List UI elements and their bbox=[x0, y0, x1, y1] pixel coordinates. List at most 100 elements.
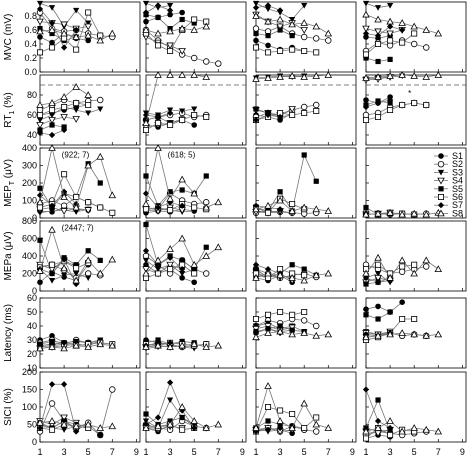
data-point-S8 bbox=[386, 330, 394, 338]
data-point-S3 bbox=[166, 397, 174, 404]
data-point-S8 bbox=[60, 420, 68, 428]
data-point-S7 bbox=[60, 44, 68, 51]
data-point-S8 bbox=[190, 340, 198, 348]
panel-r2-c0 bbox=[36, 144, 141, 219]
x-tick-label: 7 bbox=[216, 447, 221, 457]
panel-r3-c0 bbox=[36, 220, 141, 292]
data-point-S8 bbox=[214, 243, 223, 251]
data-point-S8 bbox=[374, 424, 382, 431]
data-point-S6 bbox=[289, 410, 296, 417]
data-point-S8 bbox=[422, 256, 431, 264]
data-point-S6 bbox=[289, 311, 296, 318]
data-point-S8 bbox=[312, 72, 321, 79]
data-point-S7 bbox=[374, 99, 382, 107]
x-tick-label: 9 bbox=[240, 447, 245, 457]
data-point-S5 bbox=[191, 20, 197, 26]
data-point-S1 bbox=[363, 97, 369, 103]
data-point-S8 bbox=[48, 343, 56, 350]
data-point-S7 bbox=[179, 202, 186, 209]
y-tick-label: 60 bbox=[27, 110, 37, 120]
y-tick-label: 150 bbox=[22, 385, 37, 395]
data-point-S7 bbox=[73, 428, 80, 435]
data-point-S6 bbox=[265, 403, 272, 410]
data-point-S5 bbox=[301, 152, 307, 158]
y-tick-label: 400 bbox=[22, 143, 37, 153]
panel-r1-c0 bbox=[36, 74, 141, 146]
data-point-S5 bbox=[387, 309, 393, 315]
data-point-S8 bbox=[48, 99, 56, 106]
data-point-S8 bbox=[252, 12, 260, 19]
data-point-S7 bbox=[166, 339, 174, 346]
data-point-S5 bbox=[289, 262, 295, 268]
data-point-S6 bbox=[399, 39, 406, 46]
data-point-S2 bbox=[215, 60, 222, 67]
data-point-S8 bbox=[36, 101, 44, 108]
data-point-S8 bbox=[178, 175, 186, 183]
data-point-S8 bbox=[108, 191, 117, 199]
data-point-S8 bbox=[362, 210, 370, 218]
panel-r2-c2 bbox=[252, 147, 357, 219]
panel-frame bbox=[145, 1, 247, 73]
data-point-S6 bbox=[277, 308, 284, 315]
data-point-S8 bbox=[72, 422, 80, 430]
data-point-S1 bbox=[85, 37, 91, 44]
legend-marker-S3 bbox=[437, 169, 445, 176]
series-line-S1 bbox=[365, 301, 403, 313]
data-point-S8 bbox=[178, 234, 186, 242]
series-line-S5 bbox=[255, 29, 293, 37]
data-point-S7 bbox=[191, 424, 198, 432]
data-point-S3 bbox=[85, 110, 92, 117]
data-point-S7 bbox=[386, 96, 394, 104]
x-tick-label: 7 bbox=[326, 447, 331, 457]
data-point-S8 bbox=[324, 424, 333, 431]
data-point-S8 bbox=[300, 203, 308, 211]
data-point-S5 bbox=[155, 14, 161, 20]
y-tick-label: 200 bbox=[22, 367, 37, 377]
data-point-S5 bbox=[375, 397, 381, 403]
data-point-S1 bbox=[375, 303, 381, 310]
data-point-S6 bbox=[179, 117, 186, 124]
data-point-S6 bbox=[49, 107, 56, 114]
data-point-S3 bbox=[252, 0, 260, 7]
data-point-S6 bbox=[411, 30, 418, 37]
data-point-S7 bbox=[264, 325, 272, 332]
data-point-S5 bbox=[97, 432, 103, 438]
data-point-S5 bbox=[203, 173, 209, 179]
data-point-S7 bbox=[48, 270, 56, 277]
data-point-S6 bbox=[313, 108, 320, 115]
data-point-S3 bbox=[48, 278, 56, 284]
data-point-S8 bbox=[422, 210, 431, 218]
data-point-S6 bbox=[155, 42, 162, 49]
data-point-S3 bbox=[386, 3, 394, 9]
data-point-S7 bbox=[73, 26, 80, 34]
series-line-S7 bbox=[39, 8, 77, 49]
data-point-S8 bbox=[60, 29, 68, 37]
data-point-S6 bbox=[362, 51, 369, 58]
data-point-S8 bbox=[288, 207, 296, 214]
data-point-S2 bbox=[190, 54, 198, 62]
data-point-S8 bbox=[190, 26, 198, 33]
data-point-S8 bbox=[166, 420, 174, 428]
y-tick-label: 0.0 bbox=[24, 67, 37, 77]
y-tick-label: 0.2 bbox=[24, 53, 37, 63]
data-point-S6 bbox=[265, 209, 272, 216]
data-point-S7 bbox=[154, 414, 162, 421]
legend-label-S1: S1 bbox=[452, 151, 463, 161]
x-tick-label: 3 bbox=[62, 447, 67, 457]
y-axis-label-r2: MEPT (μV) bbox=[3, 159, 16, 207]
data-point-S8 bbox=[60, 93, 68, 100]
data-point-S6 bbox=[49, 426, 56, 433]
data-point-S6 bbox=[411, 315, 418, 322]
data-point-S3 bbox=[142, 257, 150, 264]
series-line-S7 bbox=[39, 383, 77, 432]
data-point-S8 bbox=[84, 420, 92, 428]
data-point-S7 bbox=[142, 111, 150, 119]
data-point-S4 bbox=[300, 27, 308, 34]
data-point-S6 bbox=[387, 431, 394, 438]
legend-marker-S1 bbox=[438, 153, 444, 159]
panel-frame bbox=[365, 1, 467, 73]
data-point-S3 bbox=[191, 106, 198, 113]
data-point-S8 bbox=[36, 27, 44, 35]
data-point-S3 bbox=[374, 5, 382, 11]
data-point-S8 bbox=[166, 71, 174, 78]
